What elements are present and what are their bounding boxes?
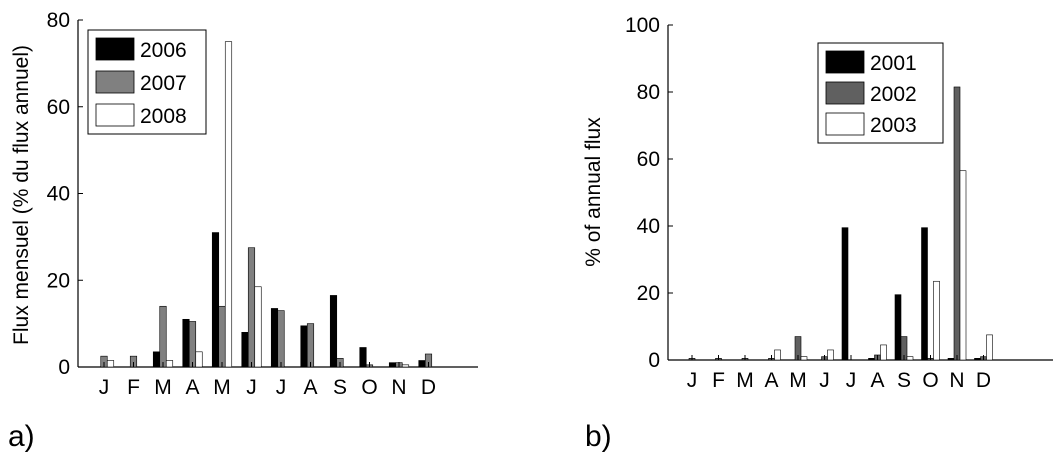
panel-label-a: a) xyxy=(8,420,35,453)
bar-a-2007-5 xyxy=(247,247,256,368)
legend-swatch-a-2006 xyxy=(95,37,135,61)
bar-a-2007-4 xyxy=(218,305,226,368)
x-tick-label-b-5: J xyxy=(819,369,830,392)
y-tick-label-b-1: 20 xyxy=(637,282,660,305)
x-tick-label-a-0: J xyxy=(99,376,110,399)
bar-b-2003-3 xyxy=(774,349,781,361)
x-tick-label-a-10: N xyxy=(391,376,406,399)
bar-b-2001-7 xyxy=(868,358,875,361)
x-tick-label-b-10: N xyxy=(949,369,964,392)
legend-label-b-2002: 2002 xyxy=(870,83,917,106)
y-tick-label-a-0: 0 xyxy=(58,356,70,379)
bar-b-2003-9 xyxy=(933,280,940,361)
legend-a: 2006 2007 2008 xyxy=(87,29,207,135)
x-tick-label-a-11: D xyxy=(421,376,436,399)
bar-a-2006-7 xyxy=(300,325,308,368)
x-tick-label-a-2: M xyxy=(154,376,172,399)
x-tick-label-a-1: F xyxy=(127,376,140,399)
legend-swatch-a-2008 xyxy=(95,103,135,127)
y-tick-label-a-2: 40 xyxy=(47,183,70,206)
bar-b-2001-6 xyxy=(841,227,849,361)
x-tick-label-a-3: A xyxy=(185,376,199,399)
x-tick-label-b-11: D xyxy=(976,369,991,392)
y-tick-label-a-1: 20 xyxy=(47,269,70,292)
legend-swatch-b-2001 xyxy=(825,50,865,74)
bar-b-2001-11 xyxy=(974,358,981,361)
bar-b-2003-10 xyxy=(959,170,967,361)
legend-swatch-b-2002 xyxy=(825,81,865,105)
bar-a-2006-11 xyxy=(418,360,426,368)
bar-b-2003-4 xyxy=(800,356,808,361)
bar-a-2008-0 xyxy=(106,360,115,368)
y-tick-label-a-4: 80 xyxy=(47,9,70,32)
bar-b-2003-5 xyxy=(827,349,834,361)
bar-b-2001-9 xyxy=(921,227,928,361)
x-tick-label-a-8: S xyxy=(333,376,347,399)
legend-label-a-2006: 2006 xyxy=(140,39,187,62)
bars-a xyxy=(100,41,433,368)
x-tick-label-b-7: A xyxy=(870,369,884,392)
x-tick-label-a-6: J xyxy=(276,376,287,399)
legend-b: 2001 2002 2003 xyxy=(817,42,944,144)
x-tick-label-a-4: M xyxy=(213,376,231,399)
y-tick-label-b-5: 100 xyxy=(625,14,660,37)
bar-a-2006-3 xyxy=(182,318,190,368)
x-tick-label-b-4: M xyxy=(789,369,807,392)
x-tick-label-b-6: J xyxy=(846,369,857,392)
x-tick-label-a-5: J xyxy=(246,376,257,399)
y-axis-label-a: Flux mensuel (% du flux annuel) xyxy=(10,45,33,345)
x-tick-label-b-2: M xyxy=(736,369,754,392)
bar-a-2006-2 xyxy=(152,351,161,368)
bar-a-2008-4 xyxy=(224,41,233,368)
bar-a-2007-6 xyxy=(277,310,285,368)
bar-a-2008-3 xyxy=(195,351,203,368)
bar-a-2008-10 xyxy=(401,364,410,368)
x-tick-label-a-7: A xyxy=(303,376,317,399)
y-tick-label-b-2: 40 xyxy=(637,215,660,238)
bar-a-2007-7 xyxy=(306,323,315,368)
y-tick-label-b-4: 80 xyxy=(637,81,660,104)
y-ticks-b: 0 20 40 60 80 100 xyxy=(625,14,673,372)
legend-swatch-b-2003 xyxy=(825,112,865,136)
bar-b-2002-10 xyxy=(953,86,961,361)
bar-a-2006-8 xyxy=(329,295,338,368)
x-tick-label-a-9: O xyxy=(361,376,377,399)
bar-a-2007-3 xyxy=(188,321,197,368)
x-tick-label-b-1: F xyxy=(712,369,725,392)
bar-a-2007-2 xyxy=(159,305,167,368)
y-axis-label-b: % of annual flux xyxy=(582,117,605,267)
bar-a-2006-9 xyxy=(359,347,367,368)
bar-a-2008-2 xyxy=(165,360,174,368)
y-ticks-a: 0 20 40 60 80 xyxy=(47,9,83,379)
legend-label-b-2003: 2003 xyxy=(870,114,917,137)
bar-b-2003-11 xyxy=(986,334,993,361)
bar-b-2001-10 xyxy=(947,358,955,361)
legend-label-b-2001: 2001 xyxy=(870,52,917,75)
bar-a-2006-6 xyxy=(270,308,279,368)
bar-b-2001-8 xyxy=(894,294,902,361)
bars-b xyxy=(688,86,993,361)
legend-label-a-2008: 2008 xyxy=(140,105,187,128)
chart-panel-a: Flux mensuel (% du flux annuel) 0 20 40 60 8… xyxy=(8,9,478,453)
bar-a-2008-5 xyxy=(254,286,262,368)
y-tick-label-a-3: 60 xyxy=(47,96,70,119)
bar-a-2006-10 xyxy=(388,362,397,368)
y-tick-label-b-0: 0 xyxy=(648,349,660,372)
bar-b-2003-7 xyxy=(880,344,887,361)
x-tick-label-b-8: S xyxy=(897,369,911,392)
bar-a-2006-4 xyxy=(211,232,220,368)
x-tick-label-b-9: O xyxy=(922,369,938,392)
legend-swatch-a-2007 xyxy=(95,70,135,94)
x-tick-label-b-0: J xyxy=(687,369,698,392)
bar-b-2003-8 xyxy=(906,356,914,361)
bar-a-2006-5 xyxy=(241,331,249,368)
y-tick-label-b-3: 60 xyxy=(637,148,660,171)
panel-label-b: b) xyxy=(585,420,612,453)
legend-label-a-2007: 2007 xyxy=(140,72,187,95)
x-tick-label-b-3: A xyxy=(764,369,778,392)
